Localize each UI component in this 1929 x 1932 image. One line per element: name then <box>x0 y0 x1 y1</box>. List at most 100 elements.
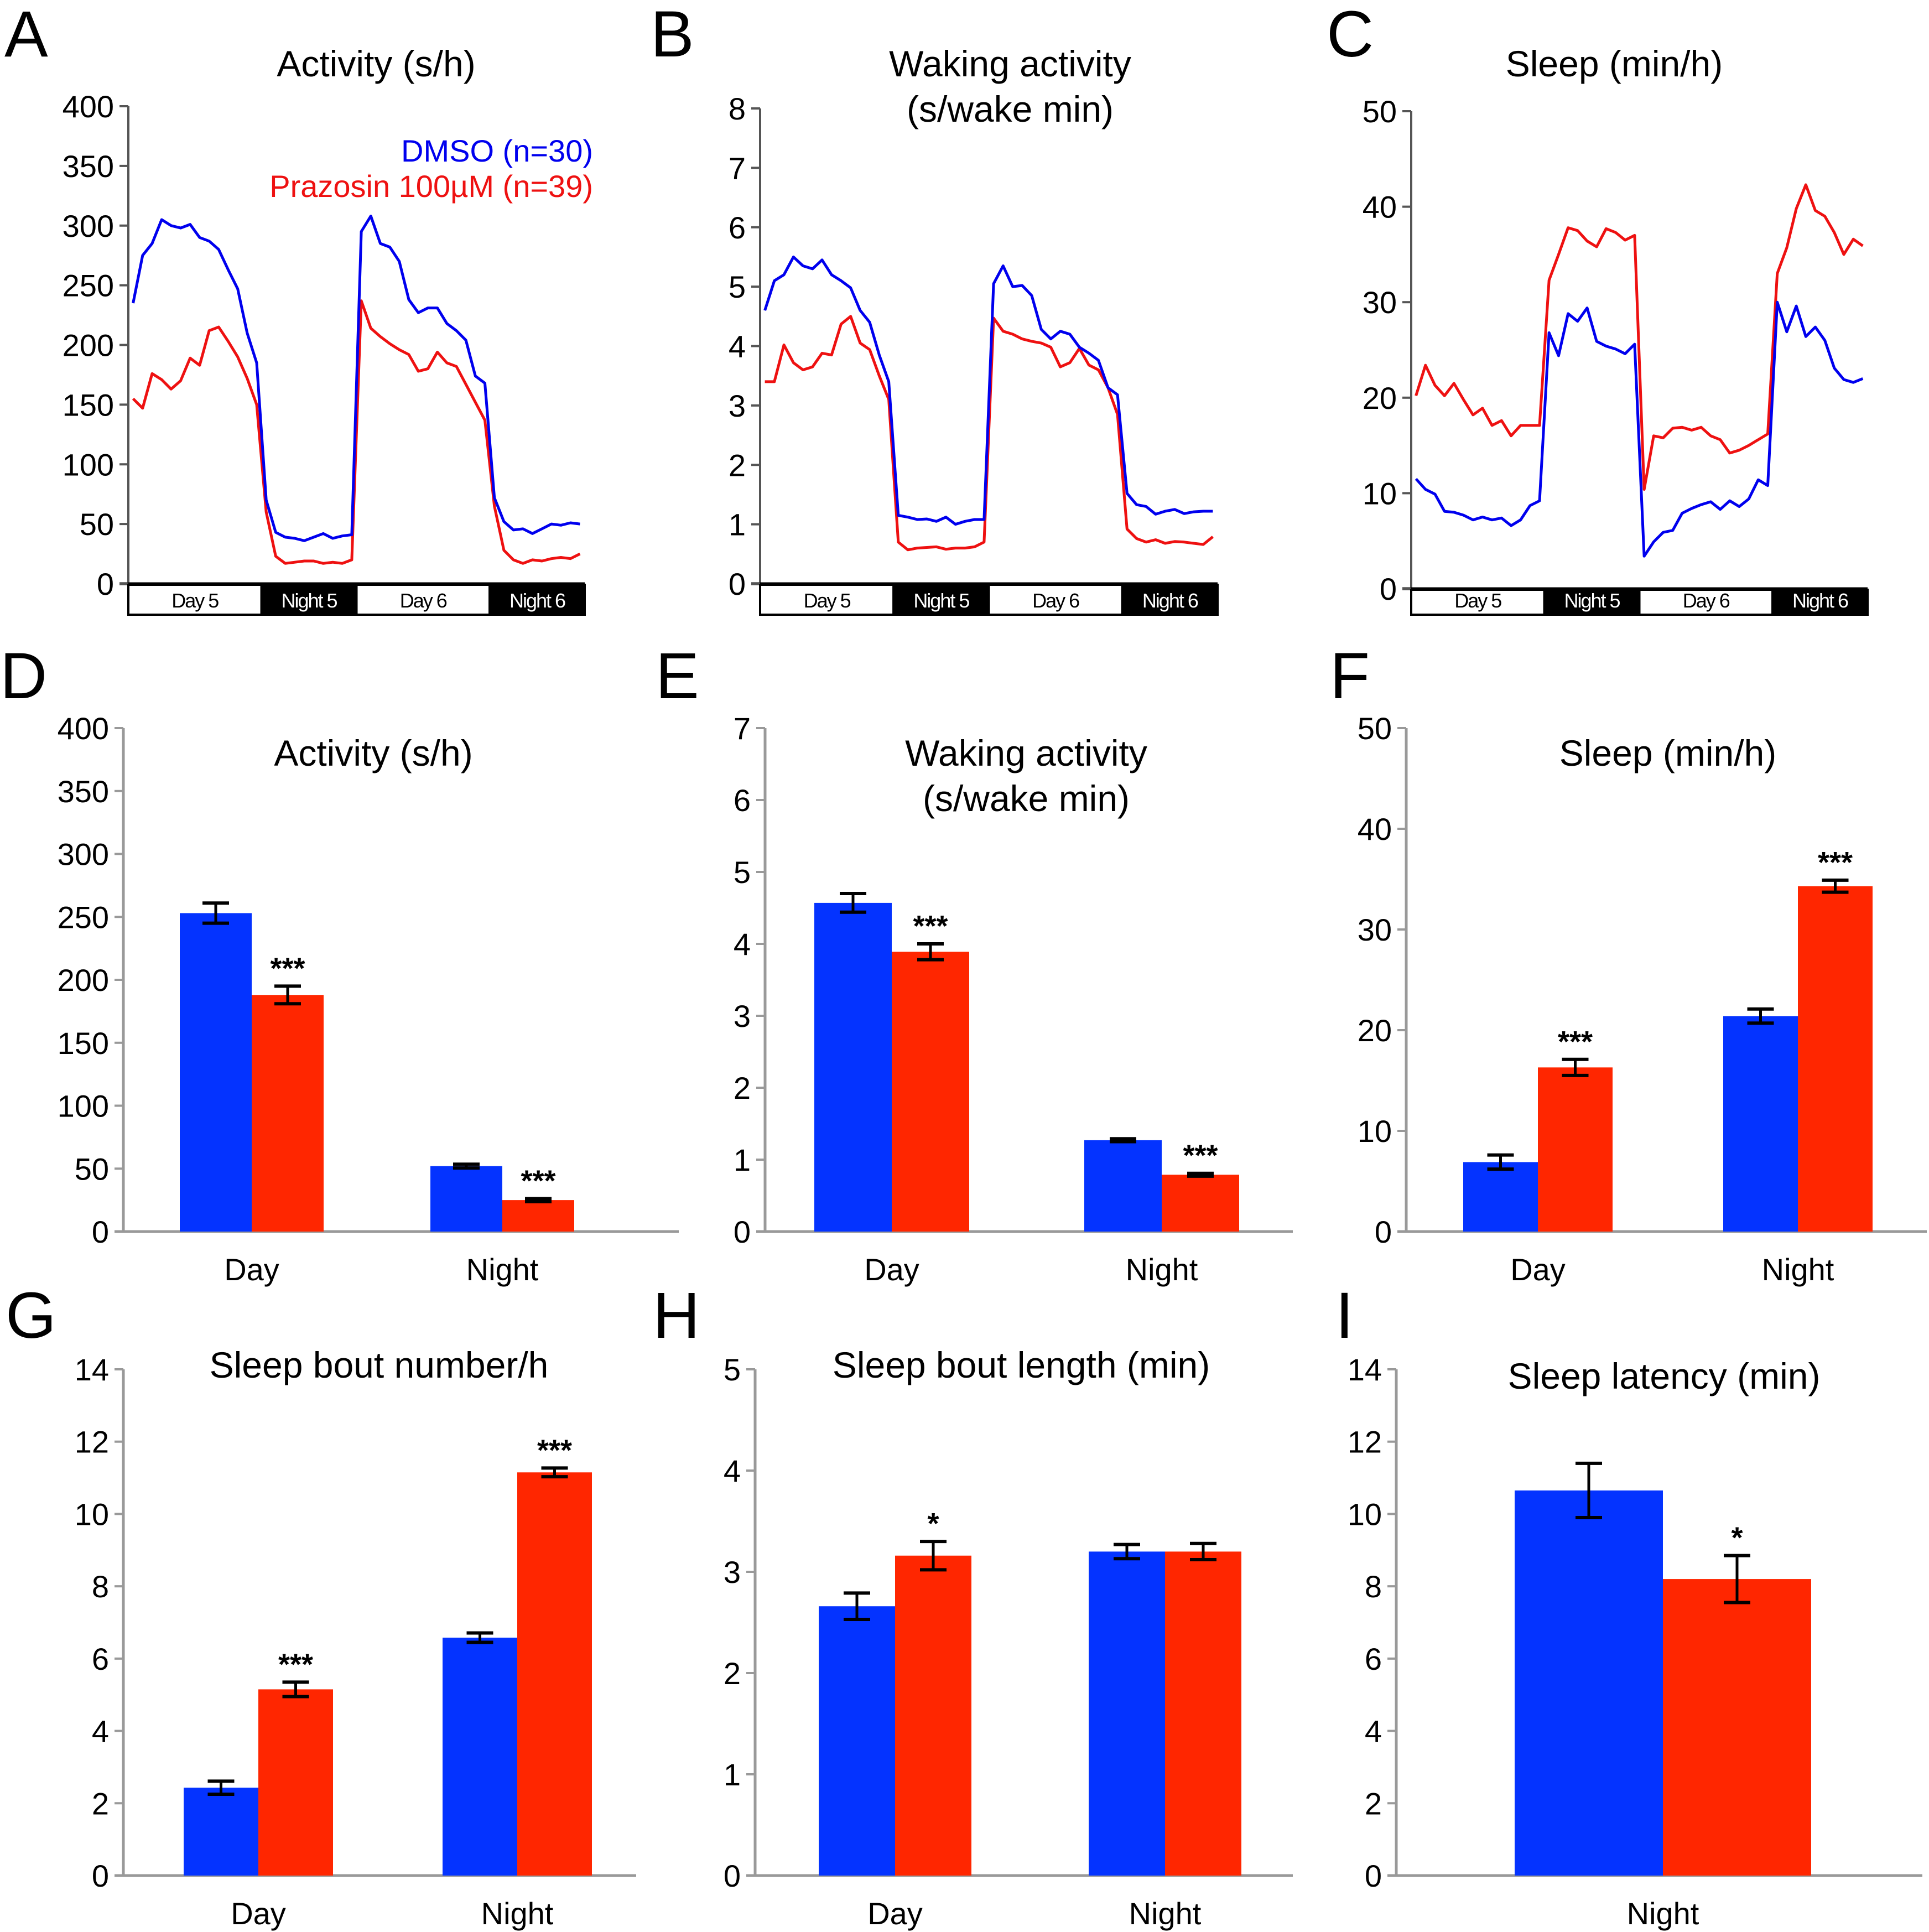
x-category-label: Night <box>1126 1252 1198 1287</box>
y-tick-label: 400 <box>58 711 109 746</box>
x-category-label: Night <box>1627 1896 1699 1931</box>
series-line-prazosin <box>132 299 581 565</box>
bar-prazosin <box>1663 1579 1811 1876</box>
y-tick-label: 0 <box>1365 1858 1382 1893</box>
y-tick-label: 8 <box>729 91 746 126</box>
y-tick-label: 12 <box>1348 1425 1382 1460</box>
y-tick-label: 12 <box>75 1425 109 1460</box>
panel-c: C Sleep (min/h) 0 10 20 30 40 50 Day 5 Night 5 Day… <box>1327 0 1869 616</box>
y-tick-label: 50 <box>1358 711 1392 746</box>
y-tick-label: 20 <box>1363 381 1397 416</box>
y-tick-label: 150 <box>63 387 114 422</box>
y-tick-label: 5 <box>729 269 746 304</box>
significance-mark: *** <box>1183 1139 1218 1172</box>
y-tick-label: 6 <box>1365 1642 1382 1676</box>
night-band <box>488 584 586 616</box>
significance-mark: *** <box>537 1434 572 1467</box>
y-tick-label: 400 <box>63 89 114 124</box>
y-tick-label: 250 <box>63 268 114 303</box>
y-tick-label: 7 <box>734 711 751 746</box>
bar-dmso <box>1723 1016 1798 1232</box>
panel-f: F Sleep (min/h) 0 10 20 30 40 50 *** Day *** Night <box>1330 640 1927 1287</box>
significance-mark: *** <box>278 1648 313 1681</box>
night-band <box>260 584 358 616</box>
y-tick-label: 4 <box>734 927 751 962</box>
day-band <box>127 584 263 616</box>
y-tick-label: 350 <box>63 149 114 184</box>
y-tick-label: 6 <box>92 1642 109 1676</box>
y-tick-label: 2 <box>734 1071 751 1105</box>
significance-mark: *** <box>1818 846 1853 879</box>
bar-dmso <box>819 1606 895 1876</box>
night-band <box>892 584 990 616</box>
x-category-label: Day <box>867 1896 923 1931</box>
panel-letter: D <box>0 640 47 713</box>
period-label: Day 5 <box>1454 589 1501 612</box>
y-tick-label: 100 <box>58 1089 109 1124</box>
day-band <box>759 584 895 616</box>
night-band <box>1121 584 1219 616</box>
day-band <box>1638 589 1774 616</box>
panel-letter: A <box>4 0 48 71</box>
y-tick-label: 10 <box>1358 1114 1392 1149</box>
y-tick-label: 50 <box>75 1151 109 1186</box>
y-tick-label: 0 <box>729 567 746 601</box>
bar-dmso <box>1084 1140 1162 1232</box>
bar-prazosin <box>258 1689 333 1876</box>
chart-title: Activity (s/h) <box>274 733 472 773</box>
y-tick-label: 2 <box>1365 1786 1382 1821</box>
chart-title: (s/wake min) <box>907 89 1114 129</box>
y-tick-label: 4 <box>729 329 746 364</box>
x-category-label: Day <box>231 1896 286 1931</box>
y-tick-label: 0 <box>97 567 114 601</box>
y-tick-label: 10 <box>1348 1497 1382 1531</box>
y-tick-label: 6 <box>734 783 751 818</box>
y-tick-label: 350 <box>58 774 109 809</box>
panel-d: D Activity (s/h) 0 50 100 150 200 250 300 350 400 *… <box>0 640 679 1287</box>
y-tick-label: 3 <box>734 999 751 1033</box>
series-line-dmso <box>132 215 580 542</box>
bar-dmso <box>1515 1490 1663 1876</box>
bar-dmso <box>1463 1162 1538 1232</box>
significance-mark: * <box>1731 1521 1743 1555</box>
series-line-dmso <box>1415 300 1864 558</box>
bar-dmso <box>180 913 252 1232</box>
bar-prazosin <box>517 1472 592 1876</box>
bar-prazosin <box>1798 886 1873 1232</box>
y-tick-label: 20 <box>1358 1013 1392 1048</box>
panel-letter: I <box>1335 1279 1354 1352</box>
x-category-label: Day <box>864 1252 919 1287</box>
y-tick-label: 6 <box>729 210 746 245</box>
night-band <box>1771 589 1869 616</box>
period-label: Night 6 <box>1142 589 1198 612</box>
period-label: Day 6 <box>1683 589 1730 612</box>
y-tick-label: 2 <box>724 1656 741 1691</box>
y-tick-label: 7 <box>729 150 746 185</box>
period-label: Day 6 <box>1032 589 1079 612</box>
y-tick-label: 5 <box>724 1352 741 1387</box>
y-tick-label: 0 <box>1380 572 1397 606</box>
y-tick-label: 4 <box>92 1714 109 1749</box>
y-tick-label: 1 <box>734 1142 751 1177</box>
chart-title: (s/wake min) <box>923 778 1130 819</box>
period-label: Night 5 <box>282 589 337 612</box>
y-tick-label: 1 <box>729 507 746 542</box>
significance-mark: *** <box>270 952 305 985</box>
x-category-label: Night <box>1762 1252 1834 1287</box>
y-tick-label: 0 <box>724 1858 741 1893</box>
series-line-dmso <box>763 255 1213 526</box>
chart-title: Sleep bout length (min) <box>833 1344 1210 1385</box>
x-category-label: Night <box>466 1252 539 1287</box>
legend-entry-dmso: DMSO (n=30) <box>401 133 593 168</box>
chart-title: Waking activity <box>905 733 1147 773</box>
legend-entry-prazosin: Prazosin 100µM (n=39) <box>269 169 593 204</box>
x-category-label: Night <box>481 1896 554 1931</box>
day-band <box>987 584 1124 616</box>
y-tick-label: 0 <box>734 1214 751 1249</box>
y-tick-label: 4 <box>724 1453 741 1488</box>
significance-mark: *** <box>521 1164 555 1197</box>
series-line-prazosin <box>1415 183 1864 491</box>
chart-title: Sleep latency (min) <box>1508 1355 1821 1396</box>
y-tick-label: 200 <box>58 963 109 998</box>
